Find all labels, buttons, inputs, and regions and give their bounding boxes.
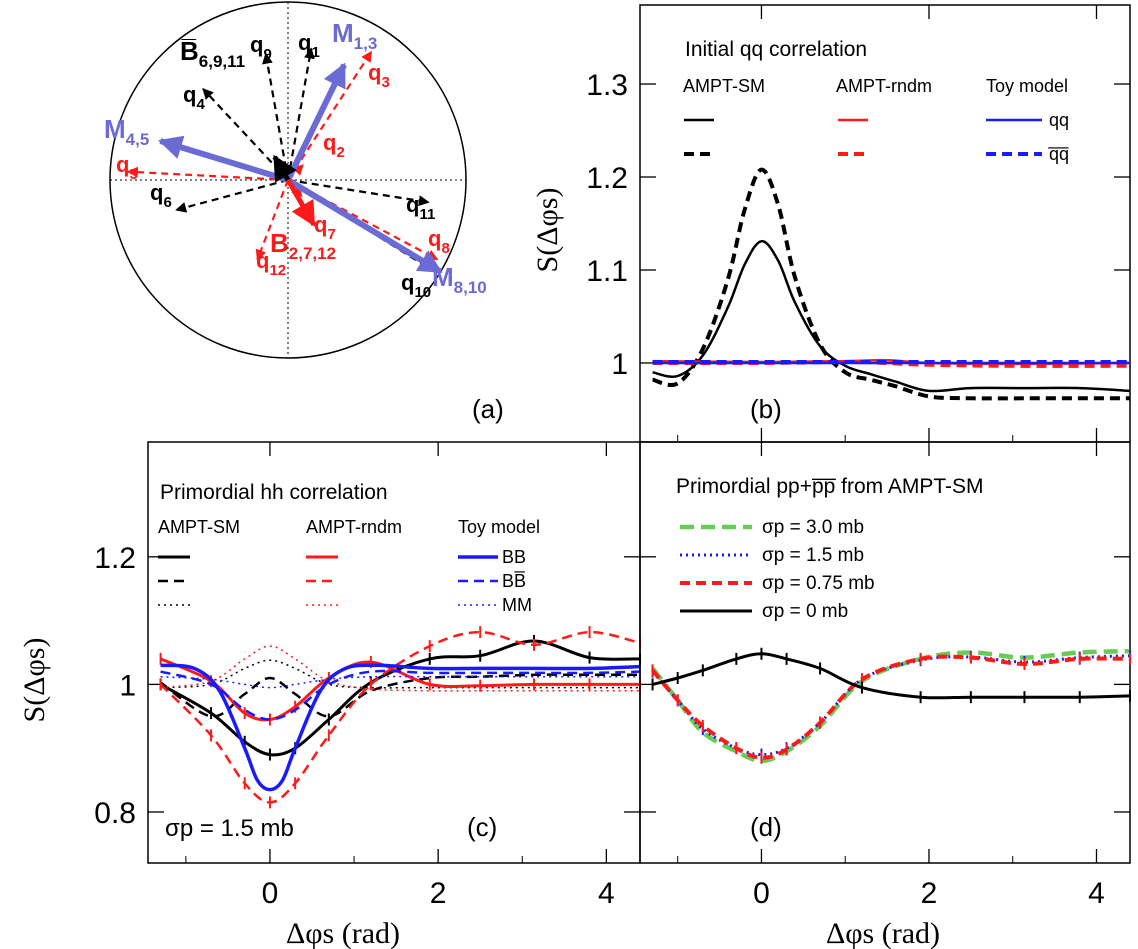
legend-entry-d-2: σp = 0.75 mb xyxy=(762,573,875,594)
arrow-label-M13: M1,3 xyxy=(332,18,377,53)
legend-label-b-1: q̅q̅ xyxy=(1047,144,1069,164)
y-axis-label-c: S(Δφs) xyxy=(18,638,51,723)
x-tick-label: 0 xyxy=(753,877,770,910)
legend-title-d: Primordial pp+p̅p̅ from AMPT-SM xyxy=(676,475,984,498)
y-tick-label: 1.1 xyxy=(586,255,628,288)
panel-label-a: (a) xyxy=(472,394,504,424)
arrow-label-q7: q7 xyxy=(314,212,336,243)
arrow-q1 xyxy=(286,47,315,181)
series-c-0 xyxy=(159,639,641,757)
y-tick-label: 0.8 xyxy=(94,797,136,830)
arrow-q9 xyxy=(262,52,290,181)
legend-header-b-0: AMPT-SM xyxy=(683,76,765,96)
panel-c: 0 2 4 0.8 1 1.2 Primordial hh correlation AMP… xyxy=(18,441,641,949)
y-axis-label-b: S(Δφs) xyxy=(531,188,564,273)
arrow-M45 xyxy=(158,135,289,183)
series-b-0 xyxy=(652,239,1131,393)
arrow-label-q4: q4 xyxy=(183,82,205,113)
legend-entry-d-3: σp = 0 mb xyxy=(762,601,848,622)
series-c-4 xyxy=(159,630,641,804)
arrow-label-M45: M4,5 xyxy=(104,114,149,149)
frame-b xyxy=(639,4,1131,443)
arrow-label-M810: M8,10 xyxy=(432,262,487,297)
arrow-q5 xyxy=(126,166,289,182)
y-tick-label: 1.2 xyxy=(94,542,136,575)
panel-d: 0 2 4 Primordial pp+p̅p̅ from AMPT-SM σp =… xyxy=(639,441,1131,949)
arrow-label-q8: q8 xyxy=(428,226,450,257)
arrow-label-q10: q10 xyxy=(401,270,431,301)
x-tick-label: 0 xyxy=(262,877,279,910)
legend-entry-d-1: σp = 1.5 mb xyxy=(762,545,864,566)
series-d-2 xyxy=(651,654,1131,760)
x-tick-label: 4 xyxy=(598,877,615,910)
x-axis-label-d: Δφs (rad) xyxy=(826,917,940,949)
legend-header-b-1: AMPT-rndm xyxy=(836,76,932,96)
legend-title-c: Primordial hh correlation xyxy=(160,481,388,504)
panel-label-c: (c) xyxy=(467,812,497,842)
legend-label-c-1: BB̅ xyxy=(502,571,526,591)
panel-label-d: (d) xyxy=(750,812,782,842)
series-c-1 xyxy=(159,673,640,718)
arrow-label-q3: q3 xyxy=(368,60,390,91)
series-b-1 xyxy=(652,167,1130,401)
plot-b-series: 1 1.1 1.2 1.3 xyxy=(586,5,1131,442)
series-c-7 xyxy=(160,669,641,721)
y-tick-label: 1.2 xyxy=(586,162,628,195)
arrow-q12 xyxy=(255,179,290,261)
x-tick-label: 2 xyxy=(921,877,938,910)
arrow-B2712 xyxy=(285,178,316,227)
legend-label-c-2: MM xyxy=(502,595,532,615)
frame-c xyxy=(147,441,641,864)
panel-label-b: (b) xyxy=(750,394,782,424)
x-tick-label: 4 xyxy=(1088,877,1105,910)
series-c-2 xyxy=(160,659,640,689)
plot-c-series: 0 2 4 0.8 1 1.2 xyxy=(94,442,641,910)
arrow-q3 xyxy=(287,50,373,181)
legend-header-b-2: Toy model xyxy=(986,76,1068,96)
arrow-label-q2: q2 xyxy=(323,130,345,161)
frame-d xyxy=(639,441,1131,864)
arrow-label-B6911: B̅6,9,11 xyxy=(180,36,245,71)
legend-label-c-0: BB xyxy=(502,547,526,567)
series-c-6 xyxy=(160,663,641,792)
arrow-label-q11: q11 xyxy=(406,192,435,223)
arrow-M13 xyxy=(285,62,347,182)
y-tick-label: 1 xyxy=(611,348,628,381)
legend-header-c-2: Toy model xyxy=(458,517,540,537)
legend-header-c-0: AMPT-SM xyxy=(158,517,240,537)
arrow-label-q5: q5 xyxy=(116,152,138,183)
series-c-8 xyxy=(160,675,640,689)
panel-b: 1 1.1 1.2 1.3 Initial qq correlation AMPT-S… xyxy=(531,4,1131,443)
arrow-B6911 xyxy=(272,154,297,183)
x-tick-label: 2 xyxy=(430,877,447,910)
y-tick-label: 1.3 xyxy=(586,69,628,102)
annotation-sigma-c: σp = 1.5 mb xyxy=(165,815,294,842)
x-axis-label-c: Δφs (rad) xyxy=(286,917,400,949)
legend-header-c-1: AMPT-rndm xyxy=(306,517,402,537)
legend-entry-d-0: σp = 3.0 mb xyxy=(762,517,864,538)
arrow-label-B2712: B2,7,12 xyxy=(270,228,336,263)
arrow-q4 xyxy=(202,88,289,181)
arrow-M810 xyxy=(286,177,443,275)
y-tick-label: 1 xyxy=(119,669,136,702)
arrow-label-q9: q9 xyxy=(250,32,272,63)
legend-title-b: Initial qq correlation xyxy=(685,38,867,61)
arrow-q6 xyxy=(175,178,289,213)
legend-label-b-0: qq xyxy=(1049,110,1069,130)
arrow-label-q6: q6 xyxy=(150,180,172,211)
plot-d-series: 0 2 4 xyxy=(640,442,1131,910)
